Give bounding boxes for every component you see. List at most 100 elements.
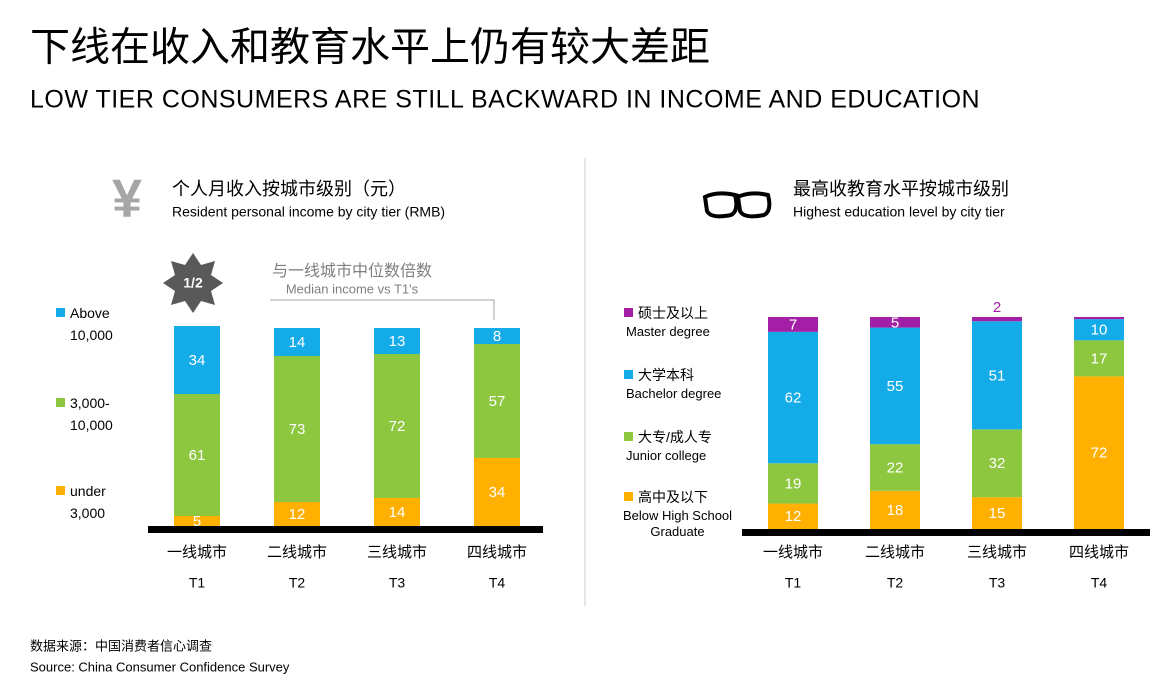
value-label: 14 <box>389 504 406 521</box>
value-label: 14 <box>289 334 306 351</box>
value-label: 12 <box>289 506 306 523</box>
value-label: 19 <box>785 475 802 492</box>
bar-segment <box>768 463 818 504</box>
bar-segment <box>870 490 920 529</box>
value-label: 13 <box>389 333 406 350</box>
value-label: 62 <box>785 390 802 407</box>
bar-segment <box>274 502 320 526</box>
value-label: 57 <box>489 393 506 410</box>
legend-label: 高中及以下 <box>638 489 708 505</box>
legend-swatch <box>624 492 633 501</box>
x-tick-code: T2 <box>887 575 904 591</box>
value-label: 34 <box>489 484 506 501</box>
bar-segment <box>1074 376 1124 529</box>
chart-subtitle: Resident personal income by city tier (R… <box>172 204 445 220</box>
bar-segment <box>1074 319 1124 341</box>
bar-segment <box>870 317 920 328</box>
bar-segment <box>474 328 520 344</box>
x-tick-label: 四线城市 <box>1069 544 1129 561</box>
x-tick-code: T2 <box>289 575 306 591</box>
value-label: 32 <box>989 455 1006 472</box>
x-tick-code: T1 <box>785 575 802 591</box>
value-label: 55 <box>887 378 904 395</box>
legend-swatch <box>56 398 65 407</box>
bar-segment <box>870 327 920 445</box>
value-label: 8 <box>493 328 501 345</box>
bar-segment <box>274 356 320 502</box>
legend-swatch <box>624 370 633 379</box>
value-label: 51 <box>989 367 1006 384</box>
value-label: 34 <box>189 352 206 369</box>
legend-label: 大专/成人专 <box>638 429 712 445</box>
x-tick-label: 二线城市 <box>267 544 327 561</box>
bar-segment <box>474 344 520 458</box>
annotation: 与一线城市中位数倍数 <box>272 262 432 280</box>
legend-swatch <box>56 486 65 495</box>
legend-label-en: Junior college <box>626 448 707 463</box>
x-tick-label: 一线城市 <box>167 544 227 561</box>
value-label: 61 <box>189 447 206 464</box>
value-label: 18 <box>887 502 904 519</box>
bar-segment <box>374 328 420 354</box>
baseline <box>742 529 1150 536</box>
bar-segment <box>870 444 920 491</box>
baseline <box>148 526 543 533</box>
legend-label-en: Below High School Graduate <box>622 508 733 539</box>
x-tick-code: T3 <box>989 575 1006 591</box>
x-tick-label: 三线城市 <box>367 544 427 561</box>
value-label: 17 <box>1091 350 1108 367</box>
value-label: 72 <box>389 418 406 435</box>
x-tick-label: 四线城市 <box>467 544 527 561</box>
value-label: 72 <box>1091 445 1108 462</box>
badge <box>163 253 223 313</box>
chart-title: 最高收教育水平按城市级别 <box>793 179 1009 199</box>
x-tick-code: T4 <box>489 575 506 591</box>
x-tick-code: T4 <box>1091 575 1108 591</box>
chart-title: 个人月收入按城市级别（元） <box>172 179 406 199</box>
legend-label: 3,000-10,000 <box>70 395 113 433</box>
bar-segment <box>174 516 220 526</box>
legend-label: 硕士及以上 <box>638 305 708 321</box>
badge-label: 1/2 <box>183 275 203 291</box>
bar-segment <box>768 503 818 529</box>
value-label: 15 <box>989 505 1006 522</box>
bracket <box>270 299 495 320</box>
legend-swatch <box>624 432 633 441</box>
legend-label-en: Bachelor degree <box>626 386 722 401</box>
bar-segment <box>174 326 220 394</box>
value-label: 73 <box>289 421 306 438</box>
x-tick-code: T1 <box>189 575 206 591</box>
value-label: 5 <box>891 314 899 331</box>
value-label: 2 <box>993 299 1001 316</box>
bar-segment <box>768 317 818 332</box>
source: 数据来源：中国消费者信心调查 <box>30 638 212 653</box>
legend-label: 大学本科 <box>638 367 694 383</box>
source: Source: China Consumer Confidence Survey <box>30 659 290 674</box>
annotation-en: Median income vs T1's <box>286 281 419 296</box>
yen-icon: ¥ <box>112 168 142 228</box>
bar-segment <box>374 354 420 498</box>
chart-subtitle: Highest education level by city tier <box>793 204 1005 220</box>
legend-label: under 3,000 <box>70 483 106 521</box>
value-label: 22 <box>887 459 904 476</box>
value-label: 5 <box>193 513 201 530</box>
bar-segment <box>972 497 1022 529</box>
subtitle: LOW TIER CONSUMERS ARE STILL BACKWARD IN… <box>30 86 980 114</box>
x-tick-label: 三线城市 <box>967 544 1027 561</box>
bar-segment <box>972 429 1022 498</box>
bar-segment <box>1074 340 1124 377</box>
x-tick-code: T3 <box>389 575 406 591</box>
value-label: 10 <box>1091 322 1108 339</box>
bar-segment <box>768 331 818 464</box>
bar-segment <box>1074 317 1124 320</box>
bar-segment <box>474 458 520 526</box>
bar-segment <box>374 498 420 526</box>
legend-label: Above 10,000 <box>70 305 113 343</box>
bar-segment <box>972 321 1022 430</box>
bar-segment <box>274 328 320 356</box>
x-tick-label: 二线城市 <box>865 544 925 561</box>
bar-segment <box>174 394 220 516</box>
bar-segment <box>972 317 1022 322</box>
